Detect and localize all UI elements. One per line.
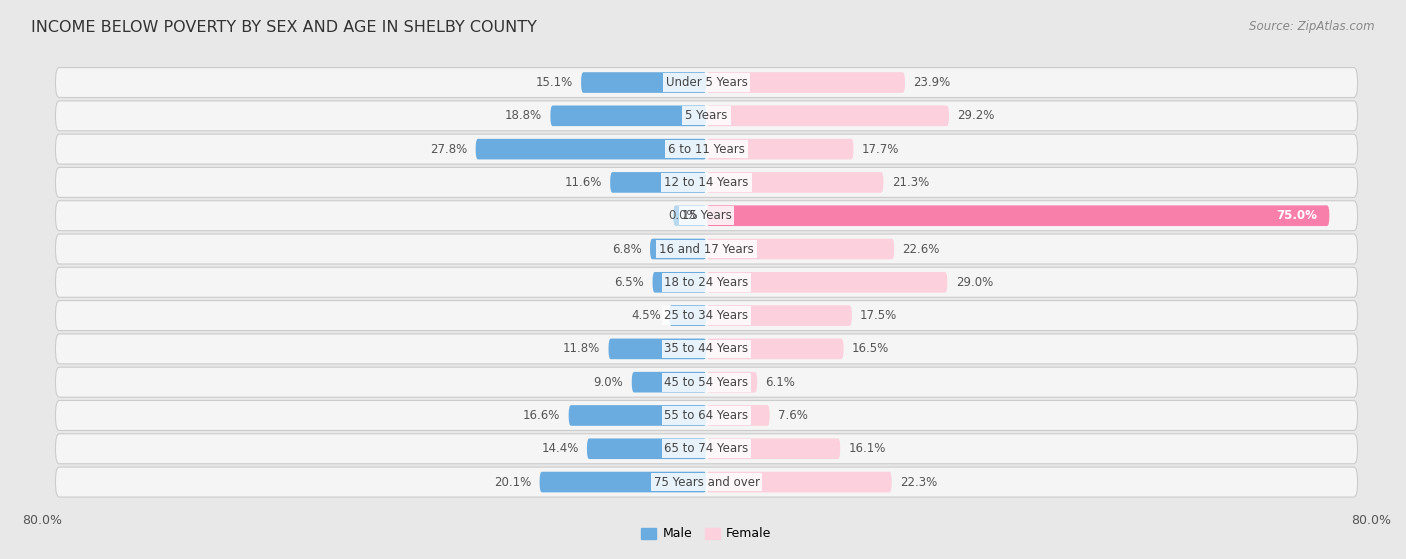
Text: 17.7%: 17.7% [862,143,900,155]
FancyBboxPatch shape [475,139,706,159]
Text: 21.3%: 21.3% [891,176,929,189]
FancyBboxPatch shape [55,101,1358,131]
Text: 6.8%: 6.8% [612,243,641,255]
Text: 16.5%: 16.5% [852,342,889,356]
FancyBboxPatch shape [706,305,852,326]
FancyBboxPatch shape [706,438,841,459]
FancyBboxPatch shape [55,234,1358,264]
Text: INCOME BELOW POVERTY BY SEX AND AGE IN SHELBY COUNTY: INCOME BELOW POVERTY BY SEX AND AGE IN S… [31,20,537,35]
FancyBboxPatch shape [55,367,1358,397]
FancyBboxPatch shape [550,106,706,126]
Text: 27.8%: 27.8% [430,143,467,155]
FancyBboxPatch shape [706,172,883,193]
Text: 29.0%: 29.0% [956,276,993,289]
FancyBboxPatch shape [706,205,1329,226]
Text: 20.1%: 20.1% [494,476,531,489]
Text: 0.0%: 0.0% [669,209,699,222]
Text: 75.0%: 75.0% [1277,209,1317,222]
FancyBboxPatch shape [540,472,706,492]
FancyBboxPatch shape [586,438,706,459]
FancyBboxPatch shape [55,400,1358,430]
Text: 55 to 64 Years: 55 to 64 Years [665,409,748,422]
Text: 5 Years: 5 Years [685,110,728,122]
Text: 18.8%: 18.8% [505,110,543,122]
Text: 15 Years: 15 Years [682,209,731,222]
FancyBboxPatch shape [706,339,844,359]
Text: 11.8%: 11.8% [562,342,600,356]
Text: 11.6%: 11.6% [564,176,602,189]
Text: 16.1%: 16.1% [848,442,886,455]
FancyBboxPatch shape [706,239,894,259]
Text: 22.3%: 22.3% [900,476,938,489]
Legend: Male, Female: Male, Female [637,523,776,546]
FancyBboxPatch shape [55,334,1358,364]
FancyBboxPatch shape [673,205,706,226]
Text: 15.1%: 15.1% [536,76,572,89]
Text: 4.5%: 4.5% [631,309,661,322]
Text: 6 to 11 Years: 6 to 11 Years [668,143,745,155]
FancyBboxPatch shape [706,272,948,292]
FancyBboxPatch shape [609,339,706,359]
FancyBboxPatch shape [706,472,891,492]
Text: 7.6%: 7.6% [778,409,808,422]
FancyBboxPatch shape [669,305,706,326]
Text: 6.1%: 6.1% [765,376,796,389]
FancyBboxPatch shape [55,467,1358,497]
Text: 9.0%: 9.0% [593,376,623,389]
Text: 29.2%: 29.2% [957,110,994,122]
FancyBboxPatch shape [55,68,1358,97]
FancyBboxPatch shape [55,301,1358,330]
FancyBboxPatch shape [706,139,853,159]
FancyBboxPatch shape [706,72,905,93]
FancyBboxPatch shape [706,372,758,392]
FancyBboxPatch shape [55,434,1358,464]
Text: 17.5%: 17.5% [860,309,897,322]
Text: 65 to 74 Years: 65 to 74 Years [665,442,748,455]
Text: 23.9%: 23.9% [914,76,950,89]
FancyBboxPatch shape [55,201,1358,231]
FancyBboxPatch shape [650,239,706,259]
FancyBboxPatch shape [631,372,706,392]
FancyBboxPatch shape [55,267,1358,297]
FancyBboxPatch shape [568,405,706,426]
Text: 35 to 44 Years: 35 to 44 Years [665,342,748,356]
FancyBboxPatch shape [610,172,706,193]
FancyBboxPatch shape [706,106,949,126]
FancyBboxPatch shape [706,405,769,426]
Text: 45 to 54 Years: 45 to 54 Years [665,376,748,389]
FancyBboxPatch shape [581,72,706,93]
FancyBboxPatch shape [55,134,1358,164]
Text: Source: ZipAtlas.com: Source: ZipAtlas.com [1250,20,1375,32]
Text: Under 5 Years: Under 5 Years [665,76,748,89]
Text: 16.6%: 16.6% [523,409,561,422]
Text: 16 and 17 Years: 16 and 17 Years [659,243,754,255]
Text: 6.5%: 6.5% [614,276,644,289]
Text: 12 to 14 Years: 12 to 14 Years [664,176,749,189]
Text: 75 Years and over: 75 Years and over [654,476,759,489]
FancyBboxPatch shape [652,272,706,292]
FancyBboxPatch shape [55,168,1358,197]
Text: 25 to 34 Years: 25 to 34 Years [665,309,748,322]
Text: 14.4%: 14.4% [541,442,579,455]
Text: 18 to 24 Years: 18 to 24 Years [665,276,748,289]
Text: 22.6%: 22.6% [903,243,939,255]
